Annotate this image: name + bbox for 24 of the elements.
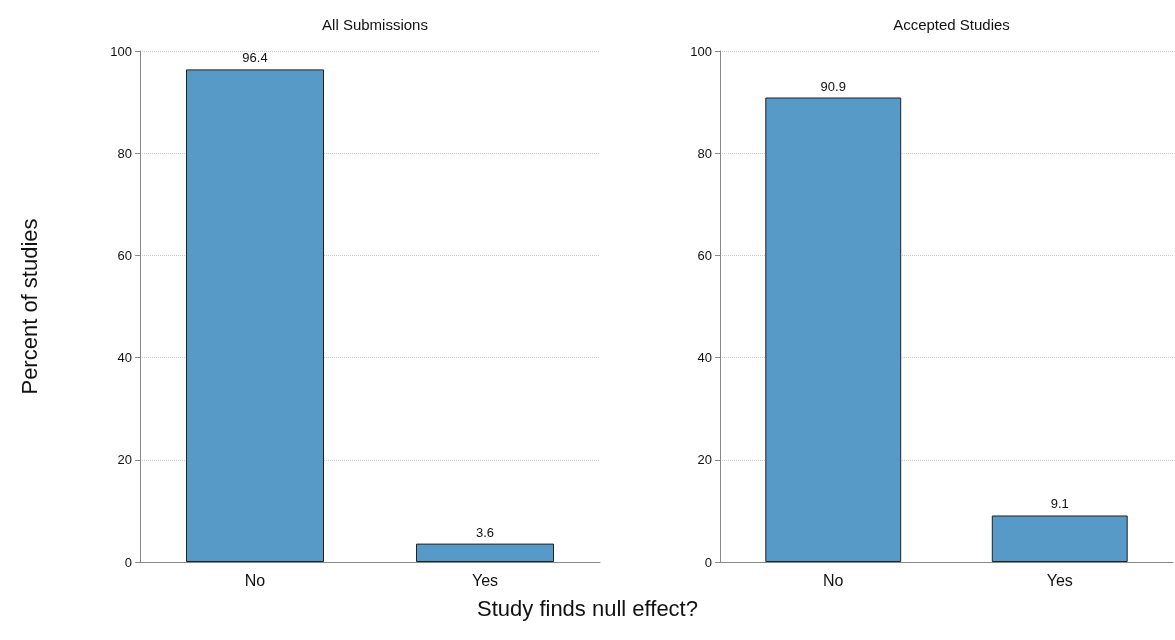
- x-tick-label: No: [823, 571, 844, 589]
- y-tick-label: 40: [697, 350, 712, 366]
- y-axis-title: Percent of studies: [16, 218, 42, 395]
- y-tick-label: 20: [117, 452, 132, 468]
- data-label: 96.4: [242, 50, 268, 66]
- data-label: 9.1: [1050, 496, 1069, 512]
- y-tick-label: 80: [117, 145, 132, 161]
- x-tick-label: Yes: [1046, 571, 1073, 589]
- y-tick-label: 40: [117, 350, 132, 366]
- chart-title: Accepted Studies: [893, 16, 1010, 33]
- y-tick-label: 100: [110, 43, 132, 59]
- x-tick-label: No: [244, 571, 266, 589]
- y-tick-label: 0: [124, 554, 132, 570]
- data-label: 90.9: [820, 78, 846, 94]
- x-axis-title: Study finds null effect?: [476, 596, 699, 622]
- data-label: 3.6: [475, 524, 495, 540]
- y-tick-label: 60: [117, 247, 132, 263]
- y-tick-label: 60: [697, 247, 712, 263]
- chart-title: All Submissions: [322, 16, 428, 33]
- y-tick-label: 0: [704, 554, 712, 570]
- y-tick-label: 20: [697, 452, 712, 468]
- x-tick-label: Yes: [471, 571, 499, 589]
- y-tick-label: 100: [690, 43, 712, 59]
- y-tick-label: 80: [697, 145, 712, 161]
